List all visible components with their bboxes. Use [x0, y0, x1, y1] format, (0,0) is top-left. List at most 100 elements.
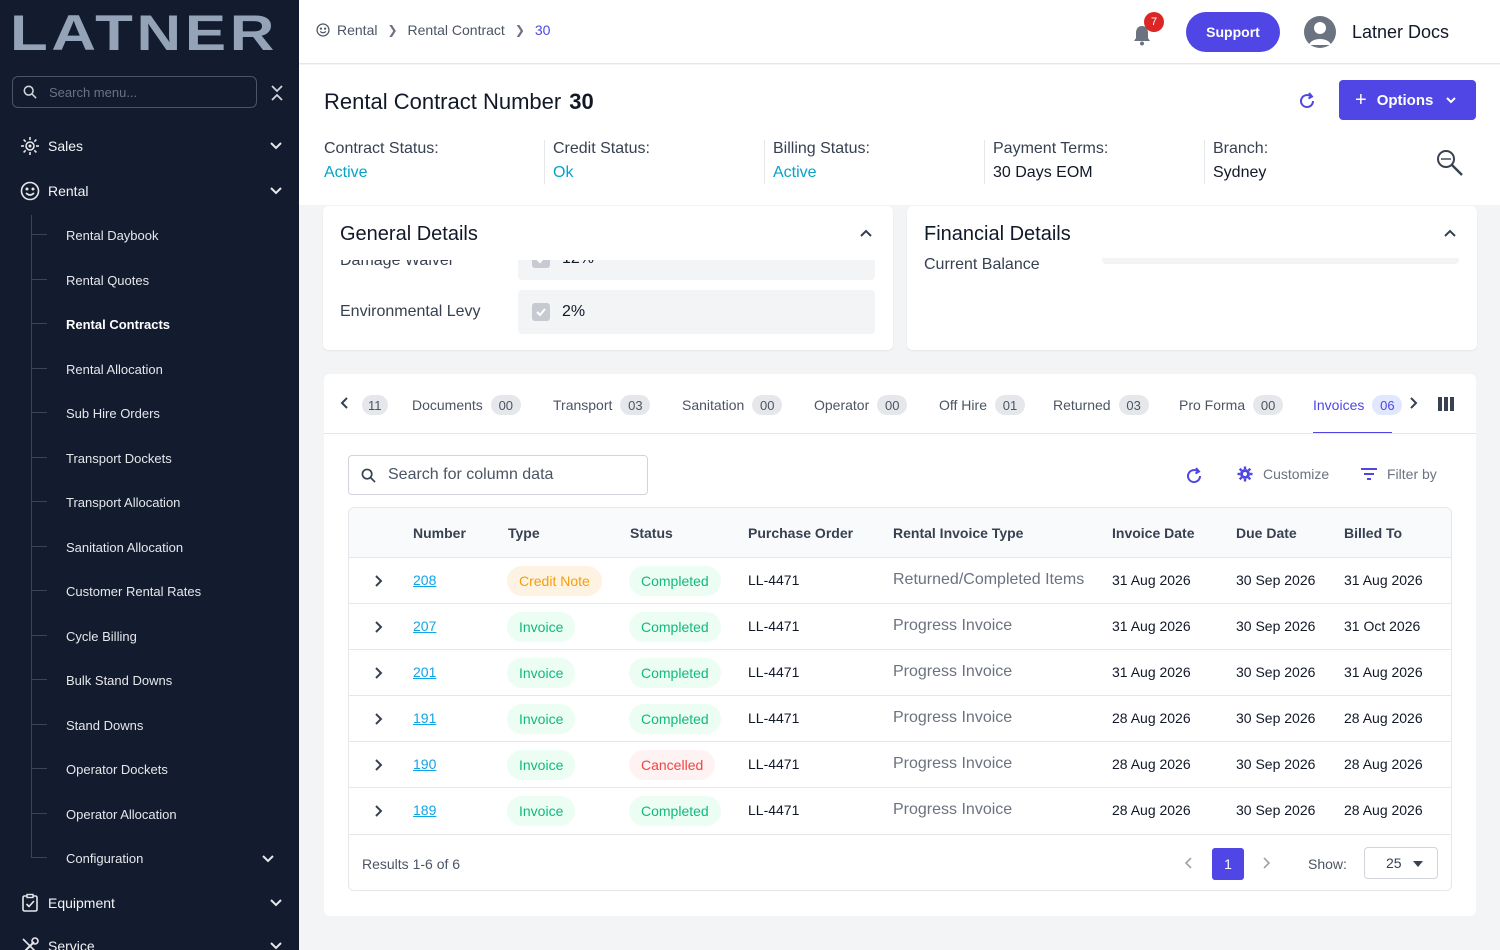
bell-icon[interactable] [1131, 24, 1153, 46]
columns-icon[interactable] [1438, 397, 1454, 411]
table-search[interactable] [348, 455, 648, 495]
table-row[interactable]: 190 Invoice Cancelled LL-4471 Progress I… [349, 741, 1451, 787]
panel-header: General Details [323, 206, 893, 260]
sidebar-item-customer-rental-rates[interactable]: Customer Rental Rates [31, 576, 299, 606]
column-header-number[interactable]: Number [413, 525, 466, 541]
contract-status: Contract Status: Active [324, 140, 439, 188]
due-date: 30 Sep 2026 [1236, 572, 1316, 588]
chevron-left-icon[interactable] [338, 396, 352, 410]
due-date: 30 Sep 2026 [1236, 710, 1316, 726]
tab-off-hire[interactable]: Off Hire 01 [939, 394, 1025, 416]
sidebar-search[interactable] [12, 76, 257, 108]
purchase-order: LL-4471 [748, 756, 800, 772]
chevron-right-icon[interactable] [371, 620, 385, 634]
sidebar-item-stand-downs[interactable]: Stand Downs [31, 710, 299, 740]
sidebar-item-rental-quotes[interactable]: Rental Quotes [31, 265, 299, 295]
column-header-purchase-order[interactable]: Purchase Order [748, 525, 854, 541]
column-header-invoice-date[interactable]: Invoice Date [1112, 525, 1195, 541]
sidebar-item-bulk-stand-downs[interactable]: Bulk Stand Downs [31, 665, 299, 695]
chevron-right-icon[interactable] [371, 666, 385, 680]
page-size-select[interactable]: 25 [1364, 847, 1438, 879]
options-button[interactable]: + Options [1339, 80, 1476, 120]
tab-operator[interactable]: Operator 00 [814, 394, 908, 416]
invoice-number-link[interactable]: 190 [413, 756, 437, 772]
chevron-right-icon: ❯ [514, 23, 525, 37]
user-name[interactable]: Latner Docs [1352, 22, 1450, 42]
table-row[interactable]: 191 Invoice Completed LL-4471 Progress I… [349, 695, 1451, 741]
table-search-input[interactable] [388, 466, 628, 484]
chevron-right-icon[interactable] [1260, 857, 1272, 869]
chevron-right-icon[interactable] [371, 712, 385, 726]
refresh-icon[interactable] [1184, 466, 1204, 486]
chevron-up-icon[interactable] [859, 226, 873, 240]
status-value[interactable]: Active [773, 164, 817, 181]
tab-count: 03 [620, 395, 651, 415]
tab-returned[interactable]: Returned 03 [1053, 394, 1149, 416]
sidebar-item-transport-dockets[interactable]: Transport Dockets [31, 443, 299, 473]
chevron-down-icon [270, 899, 282, 907]
magnify-icon[interactable] [1435, 148, 1465, 178]
tab-documents[interactable]: Documents 00 [412, 394, 521, 416]
sidebar-search-input[interactable] [49, 84, 239, 100]
support-button[interactable]: Support [1186, 12, 1280, 52]
table-row[interactable]: 189 Invoice Completed LL-4471 Progress I… [349, 787, 1451, 833]
billed-to: 31 Aug 2026 [1344, 572, 1423, 588]
refresh-icon[interactable] [1297, 91, 1317, 111]
sidebar-item-sanitation-allocation[interactable]: Sanitation Allocation [31, 532, 299, 562]
chevron-right-icon[interactable] [371, 574, 385, 588]
table-footer: Results 1-6 of 6 1 Show: 25 [349, 834, 1451, 890]
invoice-number-link[interactable]: 189 [413, 802, 437, 818]
sidebar: LATNER Sales Rental Rental Daybook Renta… [0, 0, 299, 950]
sidebar-item-transport-allocation[interactable]: Transport Allocation [31, 487, 299, 517]
column-header-type[interactable]: Type [508, 525, 540, 541]
chevron-up-icon[interactable] [1443, 226, 1457, 240]
collapse-sidebar-icon[interactable] [268, 82, 286, 104]
sidebar-item-rental-daybook[interactable]: Rental Daybook [31, 220, 299, 250]
status-value[interactable]: Active [324, 164, 368, 181]
column-header-status[interactable]: Status [630, 525, 673, 541]
chevron-right-icon[interactable] [371, 758, 385, 772]
billing-status: Billing Status: Active [773, 140, 870, 188]
page-button-current[interactable]: 1 [1212, 848, 1244, 880]
invoice-number-link[interactable]: 208 [413, 572, 437, 588]
column-header-billed-to[interactable]: Billed To [1344, 525, 1403, 541]
nav-group-sales[interactable]: Sales [0, 126, 299, 166]
invoice-number-link[interactable]: 207 [413, 618, 437, 634]
nav-group-rental[interactable]: Rental [0, 171, 299, 211]
invoice-number-link[interactable]: 191 [413, 710, 437, 726]
column-header-due-date[interactable]: Due Date [1236, 525, 1297, 541]
sidebar-item-operator-allocation[interactable]: Operator Allocation [31, 799, 299, 829]
chevron-right-icon[interactable] [1406, 396, 1420, 410]
table-row[interactable]: 201 Invoice Completed LL-4471 Progress I… [349, 649, 1451, 695]
sidebar-item-configuration[interactable]: Configuration [31, 843, 299, 873]
filter-button[interactable]: Filter by [1361, 466, 1437, 482]
table-row[interactable]: 208 Credit Note Completed LL-4471 Return… [349, 557, 1451, 603]
table-row[interactable]: 207 Invoice Completed LL-4471 Progress I… [349, 603, 1451, 649]
status-value[interactable]: Ok [553, 164, 574, 181]
invoice-number-link[interactable]: 201 [413, 664, 437, 680]
nav-group-equipment[interactable]: Equipment [0, 883, 299, 923]
tab-pro-forma[interactable]: Pro Forma 00 [1179, 394, 1284, 416]
breadcrumb-rental-contract[interactable]: Rental Contract [407, 22, 505, 38]
sidebar-item-cycle-billing[interactable]: Cycle Billing [31, 621, 299, 651]
breadcrumb-rental[interactable]: Rental [337, 22, 378, 38]
chevron-right-icon[interactable] [371, 804, 385, 818]
sidebar-item-sub-hire-orders[interactable]: Sub Hire Orders [31, 398, 299, 428]
environmental-levy-field[interactable]: 2% [518, 290, 875, 334]
tab-transport[interactable]: Transport 03 [553, 394, 651, 416]
nav-group-service[interactable]: Service [0, 926, 299, 950]
tab-invoices[interactable]: Invoices 06 [1313, 394, 1403, 416]
financial-details-panel: Financial Details Current Balance [907, 206, 1477, 350]
latner-logo[interactable]: LATNER [10, 8, 280, 56]
column-header-rental-invoice-type[interactable]: Rental Invoice Type [893, 525, 1024, 541]
sidebar-item-operator-dockets[interactable]: Operator Dockets [31, 754, 299, 784]
tab-label: Operator [814, 397, 870, 413]
sidebar-item-rental-allocation[interactable]: Rental Allocation [31, 354, 299, 384]
tab-overflow[interactable]: 11 [354, 394, 388, 416]
chevron-left-icon[interactable] [1183, 857, 1195, 869]
sidebar-item-rental-contracts[interactable]: Rental Contracts [31, 309, 299, 339]
avatar[interactable] [1304, 16, 1336, 48]
checkbox[interactable] [532, 303, 550, 321]
customize-button[interactable]: Customize [1237, 466, 1329, 482]
tab-sanitation[interactable]: Sanitation 00 [682, 394, 783, 416]
